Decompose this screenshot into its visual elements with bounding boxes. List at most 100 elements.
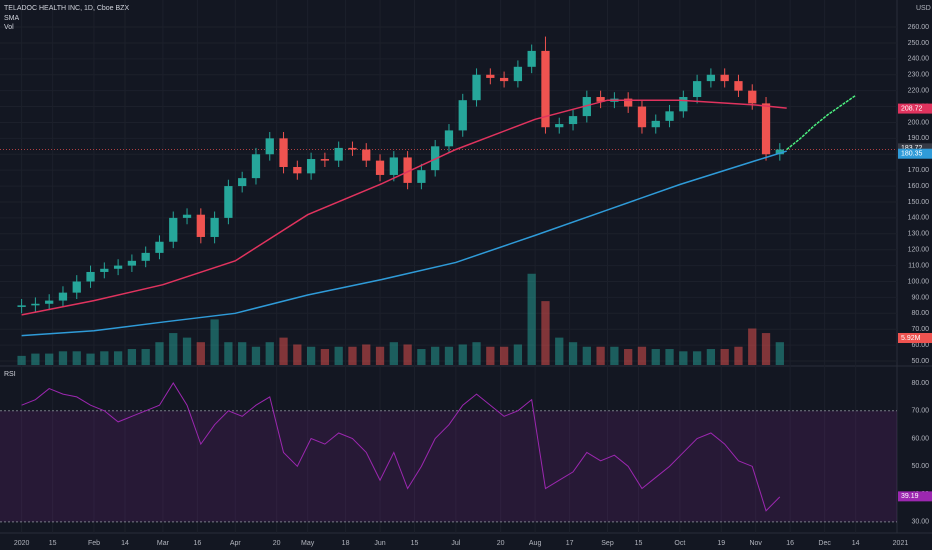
volume-bar [775, 342, 784, 365]
x-tick-label: Nov [749, 540, 762, 547]
candle-body [541, 50, 550, 128]
candle-body [86, 271, 95, 282]
x-tick-label: Oct [674, 540, 685, 547]
volume-bar [100, 351, 109, 365]
x-tick-label: 2021 [893, 540, 909, 547]
y-tick-label: 120.00 [908, 247, 930, 254]
x-tick-label: Aug [529, 540, 542, 547]
volume-bar [651, 349, 660, 365]
candle-body [375, 160, 385, 175]
y-tick-label: 160.00 [908, 183, 930, 190]
x-tick-label: 18 [342, 540, 350, 547]
y-tick-label: 140.00 [908, 215, 930, 222]
candle-body [499, 77, 509, 82]
candle-body [568, 116, 578, 125]
rsi-label: RSI [4, 371, 16, 378]
overlay-line [786, 94, 857, 151]
rsi-tick-label: 60.00 [911, 435, 929, 442]
volume-bar [431, 346, 440, 365]
candle-body [748, 90, 757, 104]
volume-bar [320, 349, 330, 365]
candle-body [141, 252, 150, 261]
price-tag-label: 183.72 [901, 145, 923, 152]
rsi-line [21, 382, 781, 512]
volume-bar [210, 319, 219, 365]
x-tick-label: Jul [451, 540, 460, 547]
price-tag [898, 491, 932, 502]
candle-body [348, 147, 357, 150]
y-tick-label: 260.00 [908, 24, 930, 31]
x-tick-label: 14 [121, 540, 129, 547]
candle-body [196, 214, 205, 237]
volume-bar [72, 351, 81, 365]
volume-bar [17, 355, 26, 365]
volume-bar [45, 353, 54, 365]
candle-body [472, 74, 481, 101]
candle-body [624, 98, 633, 107]
y-tick-label: 70.00 [911, 326, 929, 333]
candle-body [637, 106, 647, 128]
volume-bar [169, 333, 178, 365]
x-tick-label: 16 [193, 540, 201, 547]
volume-bar [265, 342, 274, 365]
candle-body [265, 138, 274, 155]
volume-bar [127, 349, 137, 365]
candle-body [251, 154, 261, 179]
symbol-title: TELADOC HEALTH INC, 1D, Cboe BZX [4, 5, 129, 12]
volume-bar [348, 346, 357, 365]
candle-body [100, 268, 109, 272]
x-tick-label: 15 [635, 540, 643, 547]
candle-body [706, 74, 716, 82]
candle-body [293, 166, 302, 174]
volume-bar [113, 351, 123, 365]
x-tick-label: 20 [497, 540, 505, 547]
volume-bar [596, 346, 605, 365]
candle-body [169, 217, 178, 242]
x-tick-label: 20 [273, 540, 281, 547]
candle-body [513, 66, 523, 82]
price-tag-label: 5.92M [901, 335, 921, 342]
y-tick-label: 90.00 [911, 294, 929, 301]
candle-body [582, 97, 591, 117]
candle-body [238, 178, 247, 187]
candle-body [486, 74, 495, 78]
volume-bar [692, 351, 702, 365]
x-tick-label: 15 [49, 540, 57, 547]
currency: USD [916, 5, 931, 12]
volume-bar [748, 328, 757, 365]
x-tick-label: May [301, 540, 315, 547]
candle-body [279, 138, 288, 167]
x-tick-label: 17 [566, 540, 574, 547]
price-tag [898, 143, 932, 154]
volume-bar [362, 344, 371, 365]
volume-bar [196, 342, 205, 365]
volume-bar [141, 349, 150, 365]
volume-bar [568, 342, 578, 365]
candle-body [444, 130, 454, 147]
volume-bar [527, 273, 536, 365]
x-tick-label: Mar [157, 540, 170, 547]
candle-body [596, 97, 605, 102]
x-tick-label: 16 [786, 540, 794, 547]
x-tick-label: Jun [374, 540, 385, 547]
y-tick-label: 230.00 [908, 72, 930, 79]
candle-body [224, 186, 233, 218]
candle-body [527, 50, 536, 67]
candle-body [679, 97, 688, 112]
candle-body [58, 292, 68, 301]
volume-bar [720, 349, 729, 365]
volume-bar [417, 349, 426, 365]
overlay-line [21, 150, 787, 337]
candle-body [389, 157, 398, 175]
volume-bar [403, 344, 412, 365]
rsi-band [0, 410, 897, 522]
candle-body [417, 170, 426, 183]
candle-body [320, 159, 330, 161]
x-tick-label: 2020 [14, 540, 30, 547]
volume-bar [637, 346, 647, 365]
candle-body [775, 149, 784, 155]
x-tick-label: Sep [601, 540, 614, 547]
rsi-tick-label: 30.00 [911, 519, 929, 526]
